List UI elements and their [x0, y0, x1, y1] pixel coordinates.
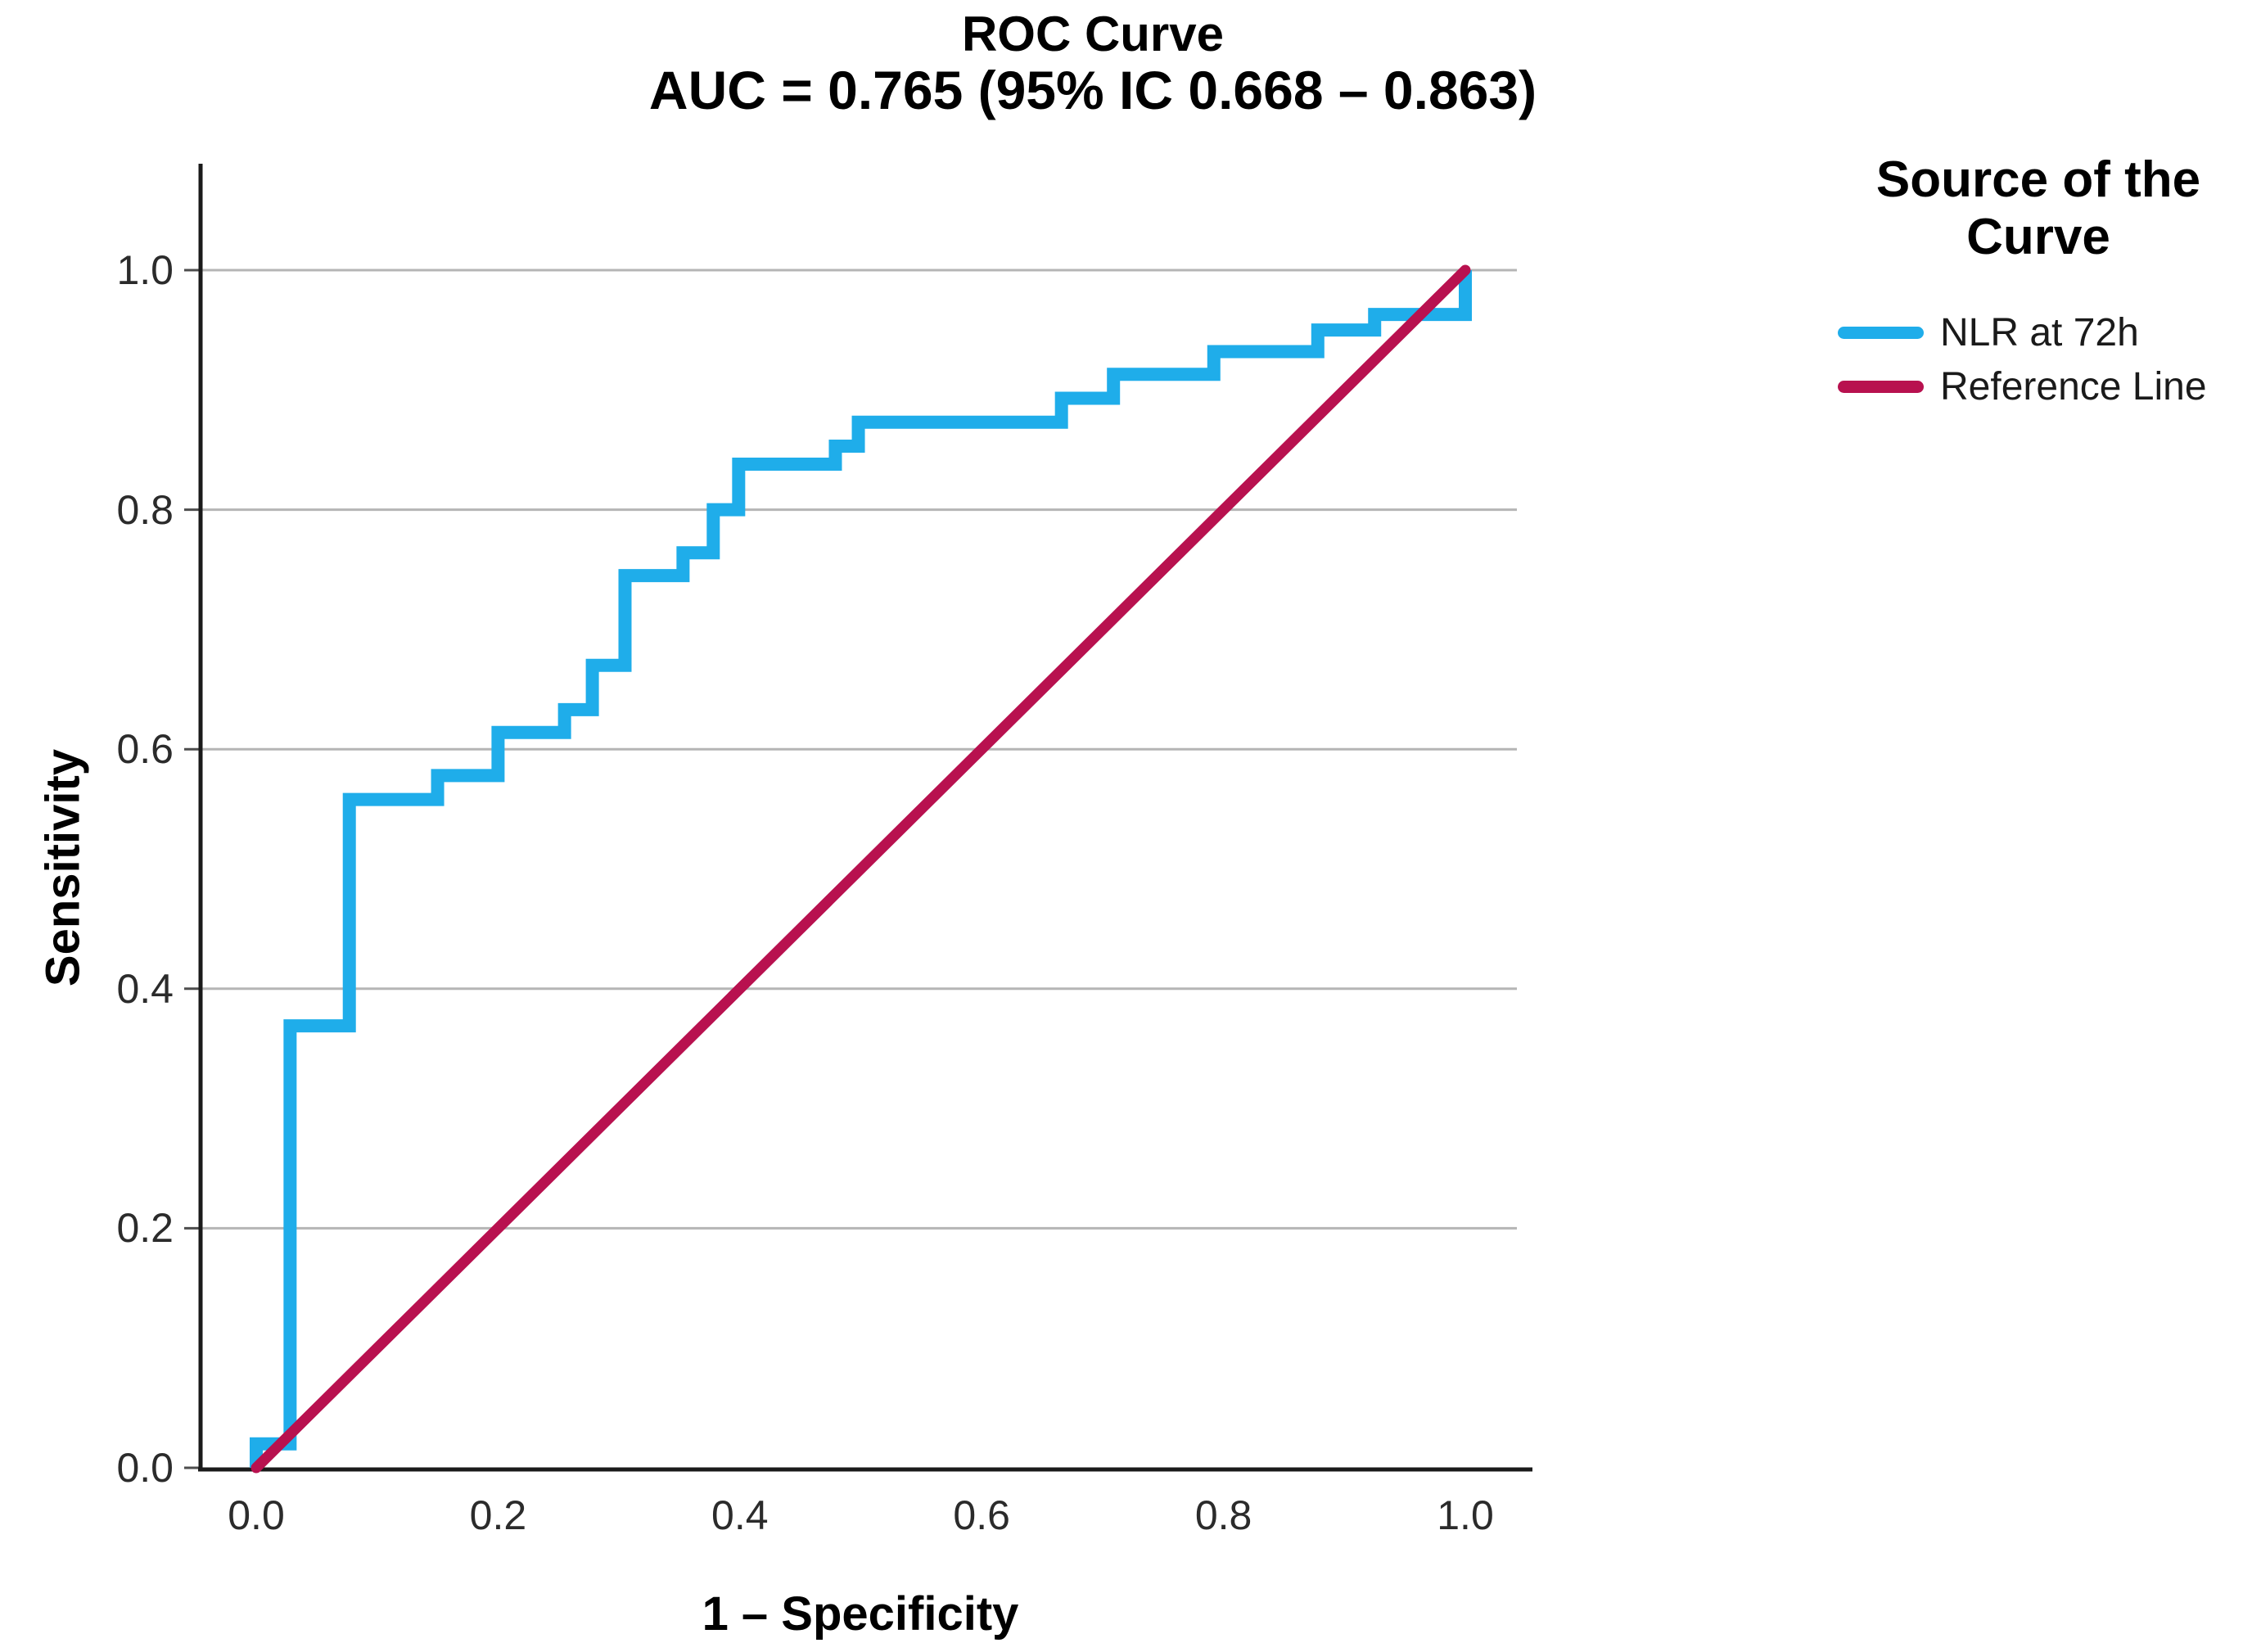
legend-swatch-icon: [1838, 380, 1924, 393]
legend-title: Source of the Curve: [1875, 151, 2201, 265]
x-tick-label-0.8: 0.8: [1194, 1492, 1252, 1538]
y-tick-label-0.8: 0.8: [116, 486, 174, 533]
roc-curve-line: [250, 270, 1472, 1468]
chart-title: ROC Curve: [961, 7, 1225, 61]
y-axis-title: Sensitivity: [36, 748, 90, 987]
legend-items: NLR at 72h Reference Line: [1826, 305, 2252, 413]
x-tick-label-1.0: 1.0: [1437, 1492, 1494, 1538]
legend-item-nlr-72h: NLR at 72h: [1838, 305, 2252, 359]
x-tick-label-0.2: 0.2: [469, 1492, 527, 1538]
chart-title-block: ROC Curve AUC = 0.765 (95% IC 0.668 – 0.…: [0, 8, 2186, 120]
legend-item-reference-line: Reference Line: [1838, 359, 2252, 413]
y-tick-label-0.2: 0.2: [116, 1205, 174, 1252]
y-tick-label-0.6: 0.6: [116, 726, 174, 773]
legend-item-label: NLR at 72h: [1940, 310, 2139, 354]
chart-subtitle-auc: AUC = 0.765 (95% IC 0.668 – 0.863): [648, 60, 1537, 120]
x-tick-label-0.0: 0.0: [228, 1492, 285, 1538]
y-tick-label-0.4: 0.4: [116, 965, 174, 1012]
legend-item-label: Reference Line: [1940, 364, 2207, 408]
x-axis-title: 1 – Specificity: [702, 1587, 1019, 1641]
reference-line: [250, 264, 1471, 1474]
legend-swatch-icon: [1838, 326, 1924, 339]
x-tick-label-0.4: 0.4: [711, 1492, 769, 1538]
y-tick-label-0.0: 0.0: [116, 1445, 174, 1491]
x-tick-label-0.6: 0.6: [953, 1492, 1010, 1538]
legend: Source of the Curve NLR at 72h Reference …: [1826, 151, 2252, 413]
y-tick-label-1.0: 1.0: [116, 247, 174, 293]
